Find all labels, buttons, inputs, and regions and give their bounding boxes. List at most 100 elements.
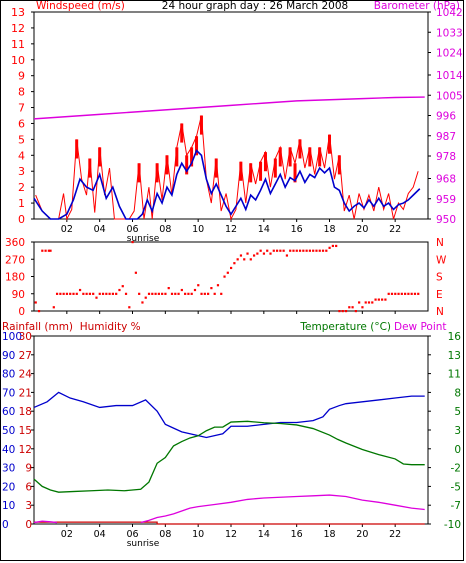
gust-bar — [278, 147, 282, 167]
wind-x-tick-label: 16 — [291, 224, 303, 235]
direction-point — [82, 292, 85, 295]
wind-y-tick-label: 12 — [11, 22, 25, 35]
direction-point — [394, 292, 397, 295]
direction-point — [239, 254, 243, 257]
direction-point — [49, 249, 52, 252]
direction-point — [279, 249, 282, 252]
dewpoint-label: Dew Point — [394, 321, 447, 333]
direction-point — [213, 292, 216, 295]
gust-bar — [137, 163, 141, 183]
rainfall-y-tick-label: 30 — [19, 331, 32, 343]
direction-point — [88, 292, 92, 295]
baro-y-tick-label: 1024 — [436, 48, 463, 60]
direction-point — [243, 258, 246, 261]
rainfall-y-tick-label: 3 — [25, 500, 32, 512]
direction-point — [351, 306, 354, 309]
direction-point — [141, 301, 144, 304]
direction-point — [193, 288, 197, 292]
dir-compass-label: N — [436, 306, 444, 318]
wind-axis-ticks: 0123456789101112139509599689789879961005… — [11, 6, 463, 235]
direction-point — [220, 292, 223, 295]
direction-point — [44, 249, 47, 252]
dir-y-tick-label: 180 — [5, 272, 25, 284]
dir-compass-label: S — [436, 272, 443, 284]
direction-point — [348, 306, 351, 309]
direction-point — [203, 292, 206, 295]
direction-point — [170, 292, 174, 295]
humidity-temperature-chart: Rainfall (mm) Humidity % Temperature (°C… — [2, 321, 461, 549]
humidity-x-tick-label: 08 — [159, 529, 171, 540]
humidity-y-tick-label: 40 — [2, 444, 15, 456]
baro-y-tick-label: 978 — [436, 151, 456, 163]
direction-point — [177, 292, 180, 295]
direction-point — [69, 292, 72, 295]
wind-x-tick-label: 12 — [225, 224, 237, 235]
wind-x-tick-label: 18 — [323, 224, 335, 235]
direction-point — [210, 287, 213, 290]
direction-point — [138, 292, 141, 295]
wind-y-tick-label: 3 — [18, 165, 25, 178]
direction-point — [400, 292, 403, 295]
direction-point — [151, 292, 154, 295]
direction-point — [230, 266, 233, 270]
wind-plot-area — [33, 11, 429, 220]
gust-bar — [308, 147, 312, 167]
direction-point — [292, 249, 295, 252]
humidity-y-tick-label: 100 — [2, 331, 22, 343]
humidity-x-tick-label: 10 — [192, 529, 204, 540]
direction-point — [344, 310, 348, 313]
gust-bar — [337, 155, 341, 175]
direction-point — [190, 292, 193, 295]
direction-point — [275, 249, 279, 252]
gust-bar — [75, 139, 79, 159]
dir-y-tick-label: 360 — [5, 237, 25, 249]
direction-point — [111, 292, 114, 295]
direction-point — [246, 252, 249, 255]
direction-point — [298, 249, 302, 252]
gust-bar — [155, 163, 159, 183]
wind-x-tick-label: 06 — [126, 224, 138, 235]
direction-point — [34, 301, 37, 304]
direction-series — [34, 241, 420, 313]
direction-point — [371, 301, 374, 304]
direction-point — [341, 310, 344, 313]
gust-bar — [293, 163, 297, 183]
direction-point — [128, 306, 131, 309]
direction-point — [266, 249, 269, 252]
baro-y-tick-label: 1014 — [436, 70, 463, 82]
wind-y-tick-label: 2 — [18, 181, 25, 194]
gust-bar — [199, 115, 203, 135]
wind-x-tick-label: 22 — [389, 224, 401, 235]
gust-bar — [185, 155, 189, 175]
gust-bar — [180, 123, 184, 143]
temp-y-tick-label: 16 — [448, 331, 462, 343]
humidity-x-tick-label: 04 — [94, 529, 106, 540]
humidity-y-tick-label: 60 — [2, 406, 15, 418]
direction-point — [390, 292, 394, 295]
humidity-y-tick-label: 10 — [2, 500, 15, 512]
baro-y-tick-label: 950 — [436, 214, 456, 226]
gust-bar — [298, 139, 302, 159]
temperature-label: Temperature (°C) — [299, 321, 391, 333]
direction-point — [174, 292, 177, 295]
header-barometer-label: Barometer (hPa) — [374, 0, 460, 12]
temp-y-tick-label: 5 — [454, 406, 461, 418]
gust-bar — [175, 147, 179, 167]
direction-point — [55, 292, 59, 295]
dewpoint-early-line — [33, 520, 58, 524]
direction-point — [282, 249, 285, 252]
direction-point — [147, 292, 151, 295]
wind-y-tick-label: 6 — [18, 117, 25, 130]
direction-point — [302, 249, 305, 252]
direction-point — [167, 287, 170, 290]
wind-y-tick-label: 8 — [18, 86, 25, 99]
humidity-y-tick-label: 90 — [2, 350, 15, 362]
direction-point — [404, 292, 407, 295]
temp-y-tick-label: 0 — [454, 444, 461, 456]
direction-point — [187, 292, 190, 295]
gust-bar — [263, 152, 267, 172]
rainfall-y-tick-label: 15 — [19, 425, 32, 437]
direction-point — [59, 292, 62, 295]
